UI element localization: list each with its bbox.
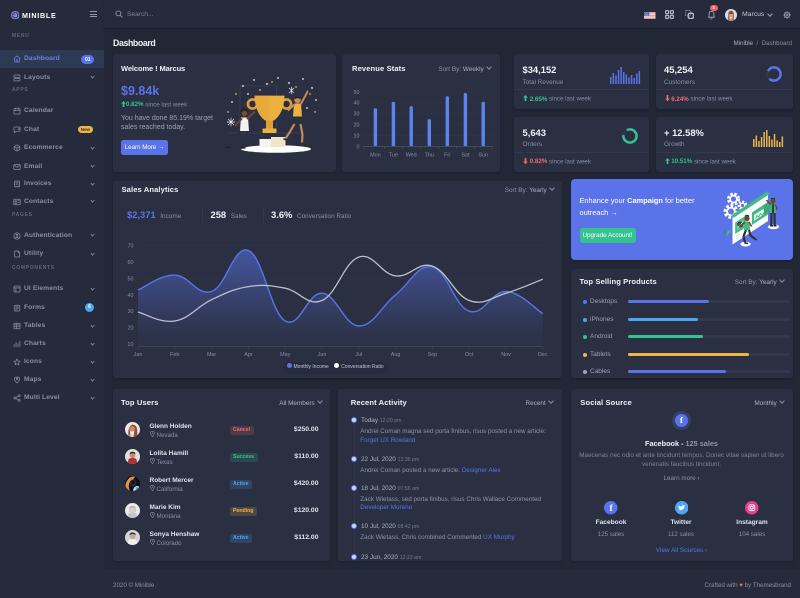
svg-text:Sep: Sep [428, 352, 438, 358]
svg-text:May: May [280, 352, 290, 358]
svg-text:Wed: Wed [405, 153, 416, 159]
svg-text:Jun: Jun [318, 352, 327, 358]
svg-text:Mon: Mon [370, 153, 381, 159]
svg-text:Oct: Oct [465, 352, 474, 358]
svg-text:10: 10 [353, 133, 359, 139]
svg-text:Jan: Jan [134, 352, 143, 358]
svg-text:70: 70 [128, 244, 134, 250]
svg-text:40: 40 [128, 293, 134, 299]
svg-text:50: 50 [353, 90, 359, 96]
svg-text:20: 20 [128, 326, 134, 332]
svg-text:Apr: Apr [244, 352, 253, 358]
svg-text:Sat: Sat [461, 153, 470, 159]
svg-text:Nov: Nov [501, 352, 511, 358]
svg-text:Sun: Sun [478, 153, 488, 159]
svg-text:Dec: Dec [538, 352, 548, 358]
svg-text:50: 50 [128, 276, 134, 282]
svg-text:Jul: Jul [355, 352, 362, 358]
svg-text:Tue: Tue [388, 153, 397, 159]
svg-text:10: 10 [128, 342, 134, 348]
svg-text:f: f [610, 503, 614, 514]
svg-text:30: 30 [353, 112, 359, 118]
svg-text:40: 40 [353, 101, 359, 107]
svg-text:60: 60 [128, 260, 134, 266]
svg-text:30: 30 [128, 309, 134, 315]
svg-text:Mar: Mar [207, 352, 216, 358]
svg-text:0: 0 [356, 144, 359, 150]
svg-text:Feb: Feb [170, 352, 179, 358]
svg-text:20: 20 [353, 123, 359, 129]
svg-text:Aug: Aug [391, 352, 401, 358]
svg-text:Thu: Thu [424, 153, 433, 159]
svg-text:Fri: Fri [444, 153, 450, 159]
